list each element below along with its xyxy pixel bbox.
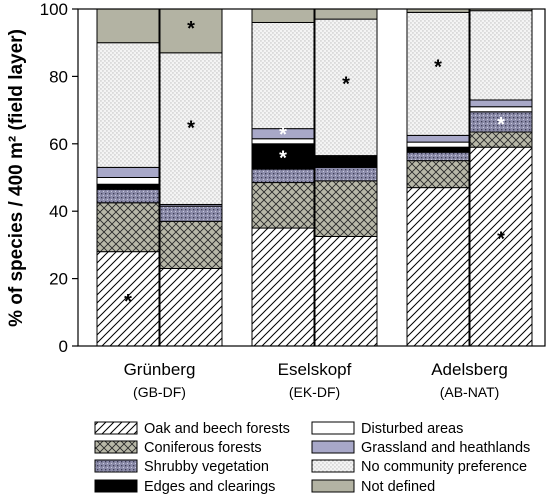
significance-marker: * bbox=[187, 18, 195, 40]
significance-marker: * bbox=[497, 114, 505, 136]
bar-segment bbox=[469, 146, 533, 346]
bar-segment bbox=[406, 160, 470, 189]
bar-segment bbox=[96, 188, 160, 204]
significance-marker: * bbox=[187, 117, 195, 139]
y-tick-label: 40 bbox=[49, 202, 68, 221]
legend-label: Oak and beech forests bbox=[144, 421, 290, 437]
legend-label: No community preference bbox=[361, 459, 527, 475]
bar-segment bbox=[406, 141, 470, 148]
bar-segment bbox=[96, 166, 160, 178]
y-axis-label: % of species / 400 m² (field layer) bbox=[6, 29, 27, 327]
bar-segment bbox=[314, 180, 378, 237]
bar-segment bbox=[406, 151, 470, 162]
bar-segment bbox=[96, 202, 160, 253]
bar-segment bbox=[96, 251, 160, 346]
bar-segment bbox=[159, 9, 223, 54]
plot-border bbox=[77, 8, 546, 347]
bar-segment bbox=[469, 106, 533, 113]
legend-swatch bbox=[94, 440, 138, 454]
bar-segment bbox=[96, 42, 160, 168]
bar-segment bbox=[159, 52, 223, 205]
bar-segment bbox=[251, 182, 315, 229]
legend: Oak and beech forests Coniferous forests S… bbox=[94, 421, 530, 495]
bar-segment bbox=[251, 168, 315, 184]
bar-segment bbox=[406, 187, 470, 346]
bar-segment bbox=[251, 143, 315, 170]
significance-marker: * bbox=[497, 228, 505, 250]
plot-frame bbox=[77, 8, 546, 347]
y-tick-label: 60 bbox=[49, 135, 68, 154]
bar-segment bbox=[96, 183, 160, 190]
y-tick-label: 0 bbox=[59, 337, 68, 356]
bars-layer bbox=[96, 9, 533, 346]
legend-swatch bbox=[311, 459, 355, 473]
bar-segment bbox=[314, 18, 378, 157]
annotations: *** ****** bbox=[124, 18, 505, 313]
legend-swatch bbox=[94, 459, 138, 473]
bar-segment bbox=[251, 227, 315, 346]
bar-segment bbox=[314, 235, 378, 346]
bar-segment bbox=[159, 205, 223, 222]
bar-segment bbox=[406, 146, 470, 153]
significance-marker: * bbox=[434, 57, 442, 79]
bar-segment bbox=[469, 10, 533, 101]
legend-label: Coniferous forests bbox=[144, 440, 262, 456]
bar-segment bbox=[406, 11, 470, 136]
bar-segment bbox=[406, 134, 470, 143]
bar-segment bbox=[96, 9, 160, 44]
bar-segment bbox=[251, 9, 315, 23]
group-label: Adelsberg bbox=[431, 360, 508, 379]
significance-marker: * bbox=[124, 291, 132, 313]
bar-segment bbox=[314, 166, 378, 182]
significance-marker: * bbox=[342, 73, 350, 95]
legend-swatch bbox=[311, 421, 355, 435]
group-sublabel: (EK-DF) bbox=[289, 384, 340, 400]
legend-swatch bbox=[311, 440, 355, 454]
significance-marker: * bbox=[279, 148, 287, 170]
y-tick-label: 20 bbox=[49, 270, 68, 289]
bar-segment bbox=[469, 99, 533, 108]
bar-segment bbox=[159, 220, 223, 269]
legend-label: Shrubby vegetation bbox=[144, 459, 269, 475]
legend-label: Disturbed areas bbox=[361, 421, 463, 437]
bar-segment bbox=[406, 9, 470, 13]
bar-segment bbox=[314, 155, 378, 168]
group-labels: Grünberg (GB-DF) Eselskopf (EK-DF) Adelsberg… bbox=[124, 360, 508, 400]
y-tick-label: 80 bbox=[49, 67, 68, 86]
group-label: Eselskopf bbox=[278, 360, 352, 379]
legend-swatch bbox=[311, 479, 355, 493]
bar-segment bbox=[159, 267, 223, 346]
bar-segment bbox=[251, 21, 315, 130]
group-sublabel: (AB-NAT) bbox=[440, 384, 500, 400]
bar-segment bbox=[96, 177, 160, 185]
legend-label: Grassland and heathlands bbox=[361, 440, 530, 456]
legend-label: Edges and clearings bbox=[144, 479, 275, 495]
y-axis: 0 20 40 60 80 100 bbox=[40, 0, 78, 356]
bar-segment bbox=[314, 9, 378, 20]
group-sublabel: (GB-DF) bbox=[133, 384, 186, 400]
significance-marker: * bbox=[279, 124, 287, 146]
group-label: Grünberg bbox=[124, 360, 196, 379]
legend-swatch bbox=[94, 479, 138, 493]
y-tick-label: 100 bbox=[40, 0, 68, 19]
legend-label: Not defined bbox=[361, 479, 435, 495]
bar-segment bbox=[469, 9, 533, 12]
legend-swatch bbox=[94, 421, 138, 435]
